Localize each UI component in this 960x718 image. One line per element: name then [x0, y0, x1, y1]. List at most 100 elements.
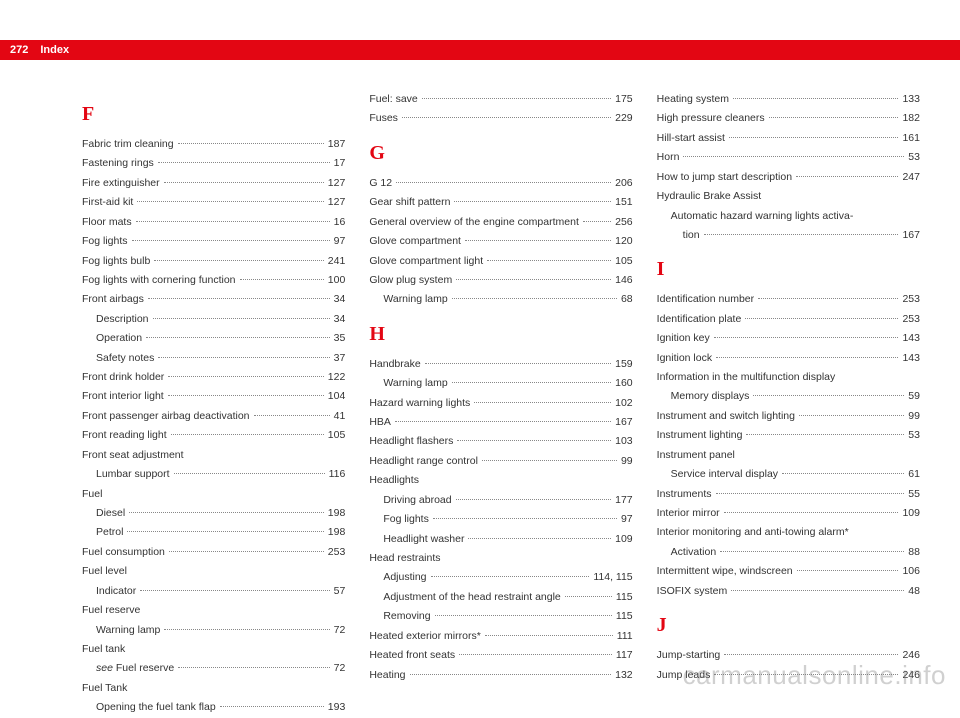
leader-dots	[468, 538, 611, 539]
index-entry: Heated exterior mirrors*111	[369, 627, 632, 646]
leader-dots	[724, 512, 899, 513]
page-ref: 127	[328, 174, 346, 193]
index-entry: Front reading light105	[82, 426, 345, 445]
index-label: ISOFIX system	[657, 582, 728, 601]
index-entry: Heating132	[369, 666, 632, 685]
page-ref: 34	[334, 290, 346, 309]
index-subentry: Warning lamp68	[369, 290, 632, 309]
index-heading: Headlights	[369, 471, 632, 490]
index-label: Driving abroad	[383, 491, 451, 510]
page-ref: 48	[908, 582, 920, 601]
page-ref: 61	[908, 465, 920, 484]
index-label: First-aid kit	[82, 193, 133, 212]
page-ref: 114, 115	[593, 568, 632, 587]
index-label: Fastening rings	[82, 154, 154, 173]
leader-dots	[474, 402, 611, 403]
index-label: Front interior light	[82, 387, 164, 406]
index-subentry: Diesel198	[82, 504, 345, 523]
index-heading: Interior monitoring and anti-towing alar…	[657, 523, 920, 542]
index-heading: Head restraints	[369, 549, 632, 568]
index-label: Hill-start assist	[657, 129, 725, 148]
index-entry: Gear shift pattern151	[369, 193, 632, 212]
index-entry: Instruments55	[657, 485, 920, 504]
page-ref: 167	[902, 226, 920, 245]
leader-dots	[168, 395, 324, 396]
page-ref: 109	[615, 530, 633, 549]
page-ref: 104	[328, 387, 346, 406]
page-ref: 246	[902, 666, 920, 685]
index-label: Front airbags	[82, 290, 144, 309]
page-ref: 160	[615, 374, 633, 393]
index-label: Lumbar support	[96, 465, 170, 484]
index-subentry: Automatic hazard warning lights activa-	[657, 207, 920, 226]
leader-dots	[456, 279, 611, 280]
leader-dots	[452, 298, 617, 299]
index-entry: Fog lights bulb241	[82, 252, 345, 271]
leader-dots	[153, 318, 330, 319]
leader-dots	[132, 240, 330, 241]
leader-dots	[745, 318, 898, 319]
index-subentry: Operation35	[82, 329, 345, 348]
index-subentry: Lumbar support116	[82, 465, 345, 484]
leader-dots	[729, 137, 899, 138]
page-ref: 53	[908, 148, 920, 167]
index-entry: Ignition lock143	[657, 349, 920, 368]
index-label: Description	[96, 310, 149, 329]
section-letter: G	[369, 135, 632, 172]
index-label: Petrol	[96, 523, 123, 542]
index-label: Fog lights with cornering function	[82, 271, 236, 290]
page-ref: 53	[908, 426, 920, 445]
index-label: Glove compartment	[369, 232, 461, 251]
index-label: Opening the fuel tank flap	[96, 698, 216, 717]
page-ref: 72	[334, 659, 346, 678]
index-entry: Identification number253	[657, 290, 920, 309]
leader-dots	[731, 590, 904, 591]
index-subentry: Warning lamp 160	[369, 374, 632, 393]
index-label: Front drink holder	[82, 368, 164, 387]
index-subentry: see Fuel reserve72	[82, 659, 345, 678]
page-ref: 246	[902, 646, 920, 665]
page-ref: 35	[334, 329, 346, 348]
index-label: Heating	[369, 666, 405, 685]
index-subentry: Indicator57	[82, 582, 345, 601]
index-entry: First-aid kit127	[82, 193, 345, 212]
page-ref: 99	[621, 452, 633, 471]
index-label: Fuel: save	[369, 90, 417, 109]
page-ref: 59	[908, 387, 920, 406]
index-entry: Fuses229	[369, 109, 632, 128]
section-letter: H	[369, 316, 632, 353]
leader-dots	[724, 654, 898, 655]
leader-dots	[395, 421, 611, 422]
index-entry: Jump leads246	[657, 666, 920, 685]
leader-dots	[433, 518, 617, 519]
index-entry: Heated front seats117	[369, 646, 632, 665]
page-ref: 72	[334, 621, 346, 640]
index-entry: Fuel: save 175	[369, 90, 632, 109]
index-heading: Information in the multifunction display	[657, 368, 920, 387]
leader-dots	[583, 221, 611, 222]
page-ref: 175	[615, 90, 633, 109]
index-entry: Fastening rings17	[82, 154, 345, 173]
page-ref: 182	[902, 109, 920, 128]
leader-dots	[431, 576, 590, 577]
leader-dots	[487, 260, 611, 261]
page-ref: 253	[902, 290, 920, 309]
page-ref: 111	[617, 627, 633, 646]
leader-dots	[485, 635, 613, 636]
index-label: Fuel tank	[82, 640, 125, 659]
leader-dots	[769, 117, 899, 118]
index-label: Front seat adjustment	[82, 446, 184, 465]
index-label: Warning lamp	[383, 374, 447, 393]
index-entry: Front interior light 104	[82, 387, 345, 406]
leader-dots	[425, 363, 611, 364]
page-ref: 115	[616, 607, 633, 626]
leader-dots	[136, 221, 330, 222]
index-label: Ignition key	[657, 329, 710, 348]
page-ref: 115	[616, 588, 633, 607]
index-entry: Front drink holder122	[82, 368, 345, 387]
index-column: Heating system133High pressure cleaners1…	[657, 90, 920, 651]
index-entry: Handbrake159	[369, 355, 632, 374]
index-subentry: Adjustment of the head restraint angle11…	[369, 588, 632, 607]
leader-dots	[753, 395, 904, 396]
index-subentry: Safety notes37	[82, 349, 345, 368]
